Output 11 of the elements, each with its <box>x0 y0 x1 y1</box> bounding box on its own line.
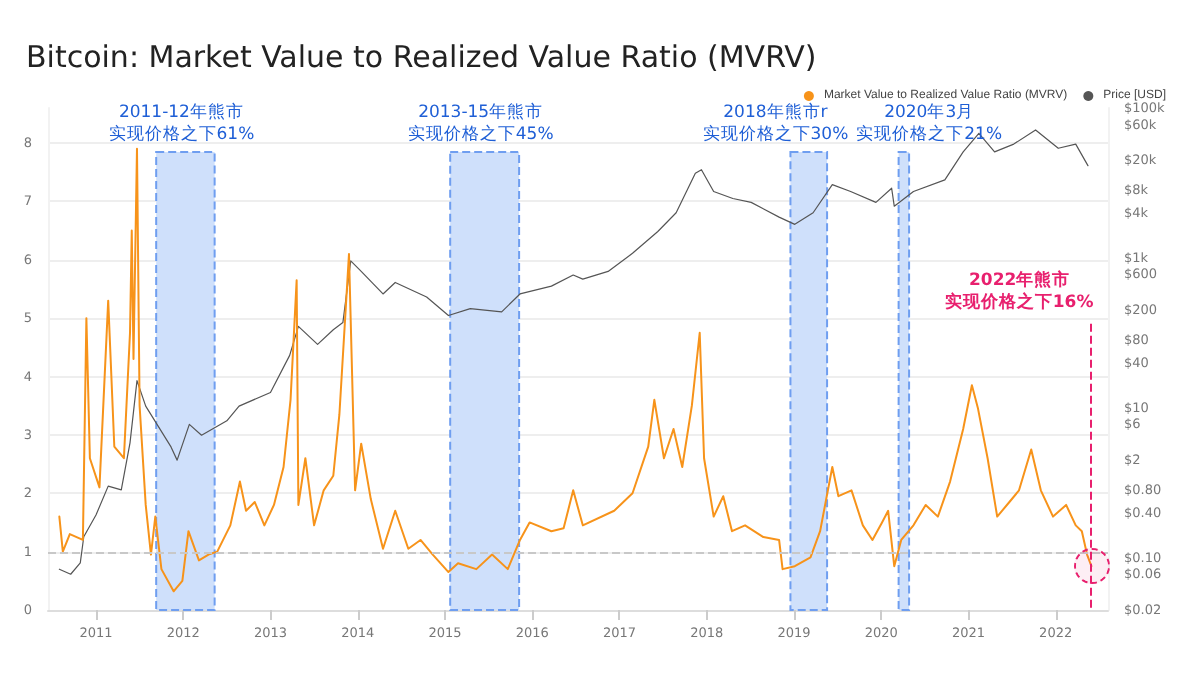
annotation: 实现价格之下16% <box>944 290 1095 313</box>
band-label: 2013-15年熊市 <box>418 101 544 123</box>
band-label: 2011-12年熊市 <box>118 101 244 123</box>
annotation: 实现价格之下30% <box>702 123 849 145</box>
band-label: 2018年熊市r <box>723 101 829 123</box>
ref-line-label: 2022年熊市 <box>969 268 1071 291</box>
annotation: 实现价格之下61% <box>108 123 255 145</box>
band-label: 2020年3月 <box>884 101 975 123</box>
annotation: 实现价格之下21% <box>856 123 1003 145</box>
chart-title: Bitcoin: Market Value to Realized Value Ratio (MVRV) <box>26 39 817 75</box>
annotation: 实现价格之下45% <box>407 123 554 145</box>
